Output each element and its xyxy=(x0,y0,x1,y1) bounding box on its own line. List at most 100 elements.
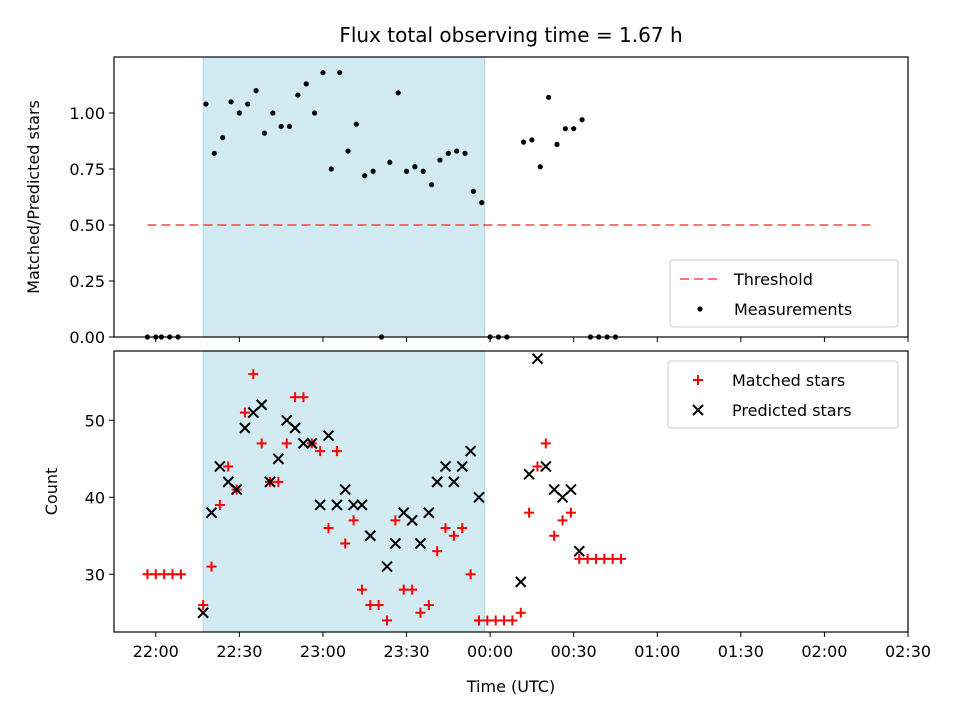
top-point-0-30 xyxy=(412,164,418,170)
bottom-point-1-36-b xyxy=(540,460,552,473)
top-point-0-49 xyxy=(579,117,585,123)
bottom-point-0-8 xyxy=(223,461,234,472)
xtick-label: 01:00 xyxy=(634,642,680,661)
bottom-point-1-31-b xyxy=(464,445,477,457)
bottom-point-0-22 xyxy=(340,538,351,549)
bottom-point-1-1 xyxy=(205,506,218,519)
bottom-point-0-31 xyxy=(415,607,426,618)
bottom-point-1-22 xyxy=(389,537,402,550)
bottom-point-1-15 xyxy=(322,429,335,442)
bottom-point-0-41 xyxy=(499,615,510,626)
bottom-point-0-4 xyxy=(175,569,186,580)
top-ytick-label: 0.75 xyxy=(69,160,105,179)
bottom-point-0-27 xyxy=(382,615,393,626)
top-point-0-43 xyxy=(529,137,535,143)
bottom-point-0-21 xyxy=(331,446,342,457)
bottom-point-1-24 xyxy=(406,514,418,527)
bottom-point-1-28 xyxy=(439,460,452,473)
bottom-point-1-13-b xyxy=(306,437,318,450)
bottom-point-0-55 xyxy=(616,553,627,564)
bottom-point-0-52 xyxy=(590,553,601,564)
bottom-point-0-47 xyxy=(549,530,560,541)
top-ytick-label: 0.50 xyxy=(69,216,105,235)
top-point-0-23 xyxy=(353,121,359,127)
top-axes-frame xyxy=(113,56,909,338)
bottom-legend-label-1: Predicted stars xyxy=(732,401,852,420)
bottom-point-0-29 xyxy=(398,584,409,595)
bottom-axes-frame xyxy=(113,350,909,633)
bottom-point-0-49 xyxy=(565,507,576,518)
top-point-0-17 xyxy=(303,81,309,87)
xtick-label: 01:30 xyxy=(718,642,764,661)
top-point-0-33 xyxy=(437,157,443,163)
bottom-panel: 30 40 50 22:00 22:30 23:00 23:30 00:00 00:30 01:0… xyxy=(42,350,931,661)
bottom-point-0-53 xyxy=(599,553,610,564)
bottom-point-0-7 xyxy=(214,499,225,510)
bottom-point-1-17-b xyxy=(339,483,351,496)
bottom-point-1-33-b xyxy=(515,576,527,588)
bottom-point-0-11 xyxy=(248,369,259,380)
bottom-point-0-5 xyxy=(198,600,209,611)
top-point-0-8 xyxy=(228,99,234,105)
bottom-point-0-40 xyxy=(490,615,501,626)
bottom-point-1-32-b xyxy=(473,491,485,503)
top-legend-label-1: Measurements xyxy=(734,300,852,319)
bottom-point-0-37 xyxy=(465,569,476,580)
top-point-0-47 xyxy=(562,126,568,132)
bottom-point-0-35 xyxy=(448,530,459,541)
bottom-point-0-3 xyxy=(167,569,178,580)
bottom-point-1-7-b xyxy=(255,399,268,411)
bottom-point-1-18 xyxy=(347,499,360,511)
bottom-point-1-8-b xyxy=(264,476,276,488)
bottom-point-1-1-b xyxy=(205,506,218,519)
bottom-ytick-label: 40 xyxy=(85,488,105,507)
bottom-point-0-16 xyxy=(290,392,301,403)
bottom-point-0-1 xyxy=(150,569,161,580)
bottom-point-0-20 xyxy=(323,523,334,534)
bottom-point-0-0 xyxy=(142,569,153,580)
bottom-point-1-17 xyxy=(339,483,351,496)
top-point-0-45 xyxy=(546,94,552,100)
xtick-label: 22:30 xyxy=(216,642,262,661)
top-point-0-6 xyxy=(211,150,217,156)
bottom-point-0-42 xyxy=(507,615,518,626)
xtick-label: 23:00 xyxy=(300,642,346,661)
bottom-point-1-11 xyxy=(289,422,301,434)
top-point-0-46 xyxy=(554,141,560,147)
bottom-point-1-12 xyxy=(297,437,310,450)
bottom-point-1-2 xyxy=(214,460,226,473)
bottom-point-1-35-b xyxy=(531,352,544,365)
bottom-point-1-11-b xyxy=(289,422,301,434)
bottom-point-1-15-b xyxy=(322,429,335,442)
top-y-axis-title: Matched/Predicted stars xyxy=(24,100,43,294)
top-point-0-29 xyxy=(403,168,410,174)
bottom-y-axis-title: Count xyxy=(42,468,61,516)
bottom-point-0-32 xyxy=(423,600,434,611)
bottom-point-0-19 xyxy=(315,446,326,457)
bottom-point-1-12-b xyxy=(297,437,310,450)
top-point-0-11 xyxy=(253,88,259,94)
bottom-point-0-2 xyxy=(159,569,170,580)
xtick-label: 22:00 xyxy=(133,642,179,661)
top-point-0-36 xyxy=(462,150,468,156)
xtick-label: 02:30 xyxy=(885,642,931,661)
bottom-point-0-28 xyxy=(390,515,401,526)
bottom-point-0-43 xyxy=(515,607,526,618)
bottom-series-plus xyxy=(142,369,627,626)
top-point-0-24 xyxy=(362,173,368,179)
top-point-0-14 xyxy=(278,123,284,130)
bottom-point-1-9 xyxy=(272,453,285,465)
bottom-point-0-33 xyxy=(432,546,443,557)
top-point-0-10 xyxy=(245,101,251,107)
bottom-point-1-5 xyxy=(239,422,251,434)
bottom-point-0-34 xyxy=(440,523,451,534)
bottom-legend-handle-1-b xyxy=(692,404,704,416)
bottom-point-0-36 xyxy=(457,523,468,534)
bottom-point-1-30-b xyxy=(456,460,468,473)
bottom-point-1-9-b xyxy=(272,453,285,465)
top-point-0-15 xyxy=(286,123,293,130)
top-point-0-38 xyxy=(479,200,485,206)
top-legend-box xyxy=(669,259,899,328)
bottom-point-0-46 xyxy=(540,438,551,449)
